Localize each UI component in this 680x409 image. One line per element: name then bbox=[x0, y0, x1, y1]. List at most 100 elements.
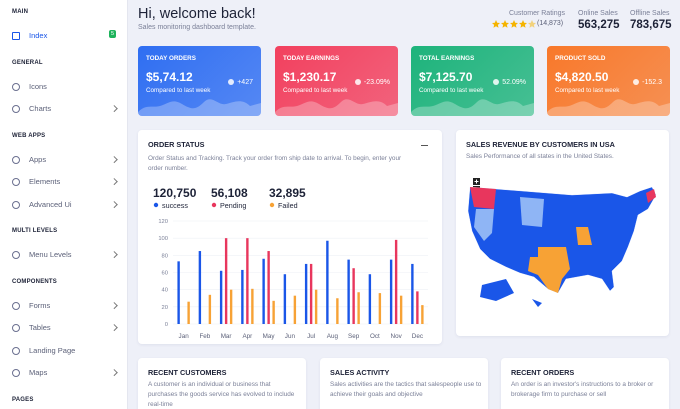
panel-subtitle: Sales Performance of all states in the U… bbox=[466, 153, 614, 160]
menu-label: Apps bbox=[29, 154, 47, 164]
online-label: Online Sales bbox=[578, 10, 618, 17]
section-title: WEB APPS bbox=[12, 132, 46, 139]
menu-icon bbox=[12, 155, 20, 164]
menu-label: Icons bbox=[29, 81, 47, 91]
menu-label: Maps bbox=[29, 368, 48, 377]
stat-card: TODAY EARNINGS $1,230.17 Compared to last … bbox=[275, 46, 398, 116]
section-title: MAIN bbox=[12, 9, 29, 15]
menu-chevron bbox=[110, 105, 117, 112]
panel-text: An order is an investor's instructions t… bbox=[511, 381, 654, 398]
menu-item[interactable]: Landing Page bbox=[12, 346, 118, 355]
ratings-label: Customer Ratings bbox=[508, 10, 565, 17]
menu-icon bbox=[12, 178, 20, 187]
panel-subtitle: Order Status and Tracking. Track your or… bbox=[148, 155, 402, 172]
menu-icon bbox=[12, 346, 20, 355]
section-title: COMPONENTS bbox=[12, 278, 58, 285]
section-title: GENERAL bbox=[12, 59, 43, 66]
bottom-panel: RECENT ORDERS An order is an investor's i… bbox=[501, 358, 669, 409]
section-title: PAGES bbox=[12, 396, 34, 403]
panel-title: ORDER STATUS bbox=[148, 140, 205, 149]
panel-title: RECENT CUSTOMERS bbox=[148, 368, 227, 377]
menu-item[interactable]: Apps bbox=[12, 155, 118, 164]
usa-map bbox=[467, 178, 657, 307]
menu-icon bbox=[12, 200, 20, 209]
ratings-count: (14,873) bbox=[537, 20, 564, 27]
stat-card: PRODUCT SOLD $4,820.50 Compared to last we… bbox=[547, 46, 670, 116]
menu-icon bbox=[12, 369, 20, 378]
menu-item[interactable]: Forms bbox=[12, 301, 118, 310]
menu-badge: 5 bbox=[108, 30, 116, 38]
card-title: TODAY ORDERS bbox=[146, 55, 196, 62]
menu-label: Menu Levels bbox=[29, 250, 72, 259]
panel-title: SALES ACTIVITY bbox=[330, 368, 390, 377]
offline-label: Offline Sales bbox=[630, 10, 670, 17]
card-change: 52.09% bbox=[493, 79, 526, 86]
panel-text: A customer is an individual or business … bbox=[148, 381, 295, 408]
menu-icon bbox=[12, 105, 20, 114]
stat-card: TOTAL EARNINGS $7,125.70 Compared to last … bbox=[411, 46, 534, 116]
card-change: -23.09% bbox=[355, 79, 390, 86]
panel-text: Sales activities are the tactics that sa… bbox=[330, 381, 482, 398]
card-sparkline bbox=[411, 99, 534, 116]
menu-item[interactable]: Menu Levels bbox=[12, 250, 118, 260]
minimize-icon[interactable] bbox=[421, 145, 428, 146]
card-change: -152.3 bbox=[633, 79, 662, 86]
menu-chevron bbox=[110, 178, 117, 185]
card-sparkline bbox=[547, 99, 670, 116]
page-subtitle: Sales monitoring dashboard template. bbox=[138, 24, 256, 31]
sidebar: MAIN Index 5 GENERAL Icons Charts WEB APPS Apps… bbox=[0, 0, 128, 409]
card-title: TOTAL EARNINGS bbox=[419, 55, 475, 62]
card-value: $1,230.17 bbox=[283, 70, 337, 84]
card-note: Compared to last week bbox=[283, 87, 348, 94]
card-sparkline bbox=[275, 99, 398, 116]
menu-icon bbox=[12, 301, 20, 310]
order-status-panel: ORDER STATUS Order Status and Tracking. … bbox=[138, 130, 442, 344]
menu-label: Elements bbox=[29, 177, 61, 186]
map-panel: SALES REVENUE BY CUSTOMERS IN USA Sales … bbox=[456, 130, 669, 336]
menu-label: Index bbox=[29, 31, 48, 40]
card-change: +427 bbox=[228, 79, 253, 86]
menu-label: Charts bbox=[29, 104, 52, 113]
menu-chevron bbox=[110, 200, 117, 207]
stat-card: TODAY ORDERS $5,74.12 Compared to last wee… bbox=[138, 46, 261, 116]
menu-item[interactable]: Charts bbox=[12, 104, 118, 114]
section-title: MULTI LEVELS bbox=[12, 228, 58, 234]
menu-icon bbox=[12, 82, 20, 91]
panel-title: RECENT ORDERS bbox=[511, 368, 575, 377]
menu-label: Tables bbox=[29, 323, 51, 332]
online-value: 563,275 bbox=[578, 19, 620, 31]
menu-label: Forms bbox=[29, 300, 51, 310]
menu-chevron bbox=[110, 324, 117, 331]
card-value: $7,125.70 bbox=[419, 70, 473, 84]
menu-item[interactable]: Tables bbox=[12, 323, 118, 333]
menu-chevron bbox=[110, 301, 117, 308]
bottom-panel: SALES ACTIVITY Sales activities are the t… bbox=[320, 358, 488, 409]
bottom-panel: RECENT CUSTOMERS A customer is an individ… bbox=[138, 358, 306, 409]
panel-title: SALES REVENUE BY CUSTOMERS IN USA bbox=[466, 140, 615, 149]
card-value: $4,820.50 bbox=[555, 70, 609, 84]
menu-item[interactable]: Index 5 bbox=[12, 30, 118, 41]
rating-stars bbox=[492, 20, 536, 28]
menu-icon bbox=[12, 32, 20, 41]
menu-chevron bbox=[110, 369, 117, 376]
menu-item[interactable]: Maps bbox=[12, 368, 118, 378]
menu-icon bbox=[12, 324, 20, 333]
card-note: Compared to last week bbox=[419, 87, 484, 94]
menu-label: Landing Page bbox=[29, 345, 76, 355]
menu-chevron bbox=[110, 251, 117, 258]
page-title: Hi, welcome back! bbox=[138, 6, 256, 22]
menu-label: Advanced Ui bbox=[29, 199, 72, 209]
offline-value: 783,675 bbox=[630, 19, 672, 31]
menu-icon bbox=[12, 251, 20, 260]
menu-item[interactable]: Icons bbox=[12, 82, 118, 91]
menu-item[interactable]: Elements bbox=[12, 177, 118, 187]
card-title: TODAY EARNINGS bbox=[283, 55, 340, 62]
menu-chevron bbox=[110, 155, 117, 162]
card-sparkline bbox=[138, 99, 261, 116]
menu-item[interactable]: Advanced Ui bbox=[12, 200, 118, 209]
card-note: Compared to last week bbox=[146, 87, 211, 94]
card-value: $5,74.12 bbox=[146, 70, 193, 84]
card-note: Compared to last week bbox=[555, 87, 620, 94]
card-title: PRODUCT SOLD bbox=[555, 55, 606, 62]
